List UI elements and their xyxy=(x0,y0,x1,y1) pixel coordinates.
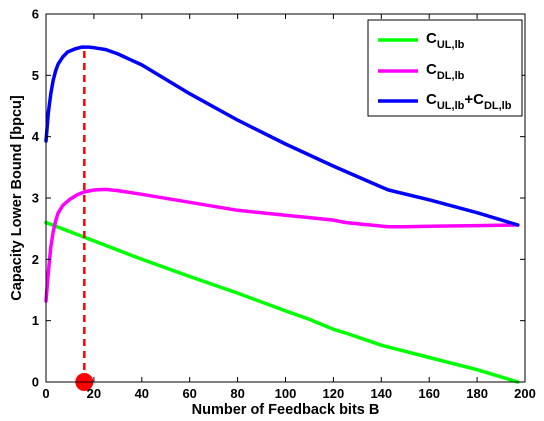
series-layer xyxy=(44,45,520,384)
x-tick-label: 20 xyxy=(87,386,101,401)
series-line-2 xyxy=(44,45,520,227)
series-line-0 xyxy=(44,220,520,384)
x-tick-label: 80 xyxy=(230,386,244,401)
x-tick-label: 60 xyxy=(182,386,196,401)
x-tick-label: 120 xyxy=(323,386,345,401)
y-tick-label: 1 xyxy=(32,313,39,328)
x-tick-label: 160 xyxy=(418,386,440,401)
x-tick-label: 200 xyxy=(514,386,536,401)
y-tick-label: 4 xyxy=(32,129,40,144)
y-axis-title: Capacity Lower Bound [bpcu] xyxy=(9,95,25,301)
y-tick-label: 0 xyxy=(32,375,39,390)
x-axis-title: Number of Feedback bits B xyxy=(192,402,380,418)
legend-label-0: CUL,lb xyxy=(426,30,465,51)
y-tick-label: 3 xyxy=(32,191,39,206)
x-tick-label: 40 xyxy=(135,386,149,401)
legend-label-1: CDL,lb xyxy=(426,61,465,82)
x-tick-label: 140 xyxy=(370,386,392,401)
y-tick-label: 2 xyxy=(32,252,39,267)
x-tick-label: 100 xyxy=(275,386,297,401)
legend: CUL,lb CDL,lb CUL,lb+CDL,lb xyxy=(367,19,523,117)
y-tick-label: 5 xyxy=(32,68,39,83)
y-tick-label: 6 xyxy=(32,7,39,22)
series-line-1 xyxy=(44,187,520,303)
tick-layer: 0 20 40 60 80 100 120 140 160 180 200 0 1 2 3 4 5 6 xyxy=(32,7,536,402)
x-tick-label: 180 xyxy=(466,386,488,401)
legend-label-2: CUL,lb+CDL,lb xyxy=(426,91,512,112)
x-tick-label: 0 xyxy=(42,386,49,401)
